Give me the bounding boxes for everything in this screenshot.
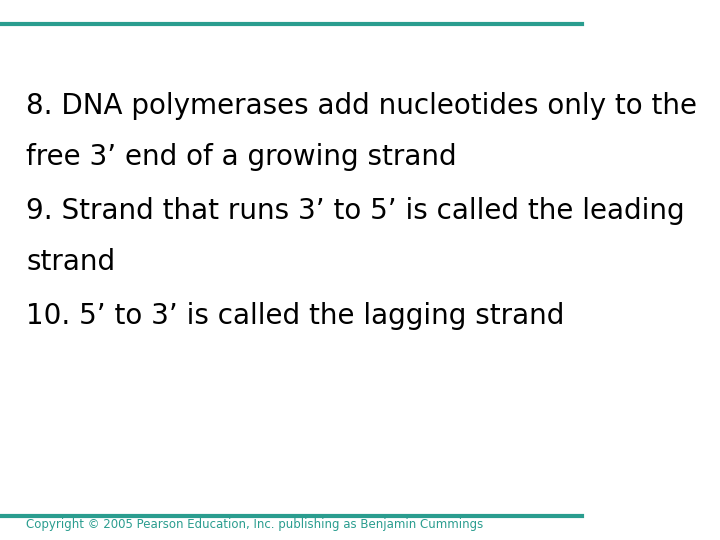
Text: Copyright © 2005 Pearson Education, Inc. publishing as Benjamin Cummings: Copyright © 2005 Pearson Education, Inc.… xyxy=(26,518,483,531)
Text: 8. DNA polymerases add nucleotides only to the: 8. DNA polymerases add nucleotides only … xyxy=(26,92,697,120)
Text: strand: strand xyxy=(26,248,115,276)
Text: 9. Strand that runs 3’ to 5’ is called the leading: 9. Strand that runs 3’ to 5’ is called t… xyxy=(26,197,685,225)
Text: free 3’ end of a growing strand: free 3’ end of a growing strand xyxy=(26,143,456,171)
Text: 10. 5’ to 3’ is called the lagging strand: 10. 5’ to 3’ is called the lagging stran… xyxy=(26,302,564,330)
